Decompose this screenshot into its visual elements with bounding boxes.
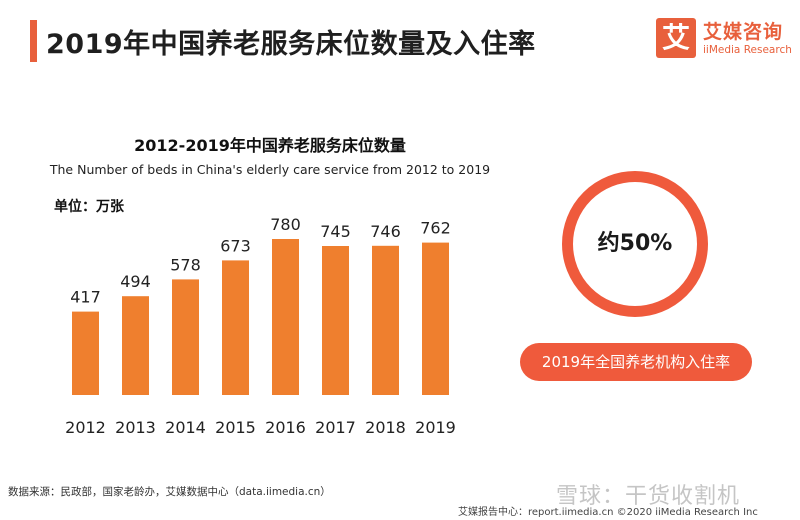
title-accent-bar bbox=[30, 20, 37, 62]
bar-2014 bbox=[172, 279, 199, 395]
category-label-2018: 2018 bbox=[365, 418, 406, 437]
category-label-2017: 2017 bbox=[315, 418, 356, 437]
bar-2013 bbox=[122, 296, 149, 395]
occupancy-value: 约50% bbox=[597, 231, 673, 256]
value-label-2013: 494 bbox=[120, 272, 151, 291]
bar-2012 bbox=[72, 311, 99, 395]
value-label-2014: 578 bbox=[170, 255, 201, 274]
brand-logo: 艾 艾媒咨询 iiMedia Research bbox=[656, 18, 792, 64]
logo-name-cn: 艾媒咨询 bbox=[703, 21, 784, 43]
category-label-2012: 2012 bbox=[65, 418, 106, 437]
bar-chart: 417 2012 494 2013 578 2014 673 2015 780 2016 745 20… bbox=[65, 215, 456, 437]
watermark: 雪球：干货收割机 bbox=[556, 484, 741, 509]
chart-title: 2012-2019年中国养老服务床位数量 bbox=[134, 136, 406, 155]
data-source: 数据来源：民政部，国家老龄办，艾媒数据中心（data.iimedia.cn） bbox=[8, 486, 331, 498]
value-label-2018: 746 bbox=[370, 222, 401, 241]
category-label-2013: 2013 bbox=[115, 418, 156, 437]
report-center-footer: 艾媒报告中心：report.iimedia.cn ©2020 iiMedia R… bbox=[458, 507, 758, 518]
bar-2019 bbox=[422, 242, 449, 395]
bar-2015 bbox=[222, 260, 249, 395]
category-label-2019: 2019 bbox=[415, 418, 456, 437]
bar-2017 bbox=[322, 246, 349, 395]
value-label-2019: 762 bbox=[420, 219, 451, 238]
unit-label: 单位：万张 bbox=[54, 199, 124, 215]
value-label-2016: 780 bbox=[270, 215, 301, 234]
bar-2018 bbox=[372, 245, 399, 395]
value-label-2015: 673 bbox=[220, 236, 251, 255]
chart-subtitle: The Number of beds in China's elderly ca… bbox=[49, 162, 491, 177]
page-title: 2019年中国养老服务床位数量及入住率 bbox=[46, 29, 536, 60]
value-label-2012: 417 bbox=[70, 288, 101, 307]
bar-2016 bbox=[272, 239, 299, 395]
category-label-2014: 2014 bbox=[165, 418, 206, 437]
category-label-2015: 2015 bbox=[215, 418, 256, 437]
occupancy-label: 2019年全国养老机构入住率 bbox=[520, 343, 752, 381]
value-label-2017: 745 bbox=[320, 222, 351, 241]
category-label-2016: 2016 bbox=[265, 418, 306, 437]
occupancy-ring bbox=[562, 171, 708, 317]
logo-mark-icon: 艾 bbox=[656, 18, 696, 58]
logo-name-en: iiMedia Research bbox=[703, 44, 792, 56]
